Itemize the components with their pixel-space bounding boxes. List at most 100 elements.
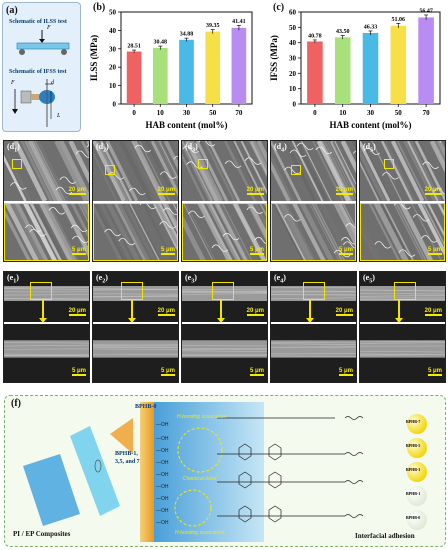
x-tick-label: 10 (157, 109, 165, 117)
bar-70 (231, 27, 247, 104)
sem-subpanel-index: 2 (103, 147, 107, 154)
fiber-streak (256, 141, 267, 163)
scale-bar-overview: 20 μm (424, 187, 442, 195)
fiber-streak (333, 203, 356, 248)
svg-text:—OH: —OH (156, 484, 169, 490)
sem-image-d5: (d5) 20 μm 5 μm (359, 140, 446, 262)
value-label: 46.33 (364, 24, 378, 30)
fiber-texture (182, 293, 267, 295)
ilss-force-label: F (47, 25, 51, 31)
sem-subpanel-label: (d3) (185, 142, 198, 154)
resin-debris (72, 235, 89, 244)
bar-70 (418, 17, 434, 104)
fiber-streak (129, 203, 161, 261)
fiber-streak (306, 203, 341, 261)
resin-debris (159, 171, 177, 179)
fiber-streak (322, 141, 354, 201)
fiber-streak (142, 203, 175, 261)
fiber-streak (232, 203, 267, 261)
fiber-streak (422, 203, 445, 248)
fiber-streak (299, 203, 334, 261)
panel-a-label: (a) (6, 5, 18, 16)
x-tick-label: 70 (423, 109, 431, 117)
sem-divider (182, 322, 267, 324)
composite-label: PI / EP Composites (13, 530, 71, 538)
sem-subpanel-index: 4 (281, 147, 285, 154)
resin-debris (118, 237, 135, 246)
fiber-streak (342, 203, 356, 231)
sem-subpanel-letter: d (9, 142, 15, 151)
fiber-streak (301, 141, 332, 201)
sem-divider (93, 322, 178, 324)
fiber-streak (4, 154, 27, 201)
scale-bar-zoom: 5 μm (427, 368, 442, 376)
fiber-streak (422, 203, 445, 248)
sem-divider (93, 201, 178, 203)
scale-bar-zoom: 5 μm (249, 247, 264, 255)
fiber-streak (114, 203, 147, 261)
bar-30 (362, 32, 379, 105)
sem-subpanel-label: (e1) (7, 273, 19, 285)
sem-zoom (360, 203, 445, 261)
sem-image-e1: (e1) 20 μm 5 μm (3, 271, 90, 383)
zoom-image-frame (360, 203, 445, 261)
zoom-image-frame (4, 203, 89, 261)
scale-bar-zoom: 5 μm (71, 247, 86, 255)
sem-subpanel-label: (e4) (274, 273, 286, 285)
sem-image-e5: (e5) 20 μm 5 μm (359, 271, 446, 383)
fiber-texture (360, 342, 445, 344)
scale-bar-overview: 20 μm (157, 308, 175, 316)
fiber-streak (195, 141, 229, 201)
fiber-streak (182, 213, 206, 261)
sem-zoom (271, 324, 356, 382)
x-axis-label: HAB content (mol%) (330, 120, 412, 130)
zoom-image-frame (93, 203, 178, 261)
resin-debris (198, 141, 216, 147)
zoom-arrow (131, 300, 133, 320)
zoom-region-box (30, 282, 52, 300)
resin-debris (394, 203, 411, 210)
fiber-streak (437, 203, 445, 219)
scale-bar-overview: 20 μm (68, 308, 86, 316)
h-bonding-label-top: H-bonding association (177, 414, 227, 420)
scale-bar-zoom: 5 μm (249, 368, 264, 376)
fiber-streak (271, 154, 294, 201)
zoom-arrow-head (217, 318, 225, 323)
pi-fiber-surface (140, 402, 154, 542)
fiber-streak (319, 203, 354, 261)
sem-zoom (4, 324, 89, 382)
ilss-bar-chart: 0 10 20 30 40 50 28.51 0 30.48 10 34.88 30 39.35 50 41… (89, 9, 253, 130)
single-fiber (182, 340, 267, 358)
fiber-streak (70, 203, 89, 240)
fiber-streak (117, 203, 150, 261)
resin-debris (315, 146, 333, 155)
fiber-streak (13, 141, 48, 201)
panel-f-label: (f) (11, 398, 21, 409)
scale-bar-zoom: 5 μm (338, 247, 353, 255)
sem-subpanel-letter: d (365, 142, 371, 151)
fiber-streak (192, 203, 226, 261)
fiber-streak (209, 203, 241, 261)
sem-divider (360, 322, 445, 324)
fiber-streak (160, 141, 178, 178)
fiber-streak (218, 203, 251, 261)
bphb-group-label: BPHB-1, (115, 451, 138, 457)
fiber-streak (33, 141, 65, 201)
y-tick-label: 40 (289, 39, 297, 47)
sem-image-e4: (e4) 20 μm 5 μm (270, 271, 357, 383)
sem-subpanel-index: 1 (13, 278, 17, 285)
ilss-ifss-schematic-panel: (a) Schematic of ILSS test F Schematic o… (2, 2, 81, 132)
composite-fiber-block (70, 426, 120, 516)
sem-image-e2: (e2) 20 μm 5 μm (92, 271, 179, 383)
fiber-streak (252, 141, 267, 172)
zoom-arrow (220, 300, 222, 320)
fiber-streak (292, 203, 326, 261)
fiber-streak (221, 203, 253, 261)
resin-debris (244, 157, 262, 165)
sem-subpanel-label: (e3) (185, 273, 197, 285)
sem-overview (271, 141, 356, 201)
sphere-label-bphb7: BPHB-7 (406, 419, 421, 424)
resin-debris (159, 221, 176, 229)
zoom-region-box (105, 165, 115, 175)
sem-subpanel-label: (d1) (7, 142, 20, 154)
